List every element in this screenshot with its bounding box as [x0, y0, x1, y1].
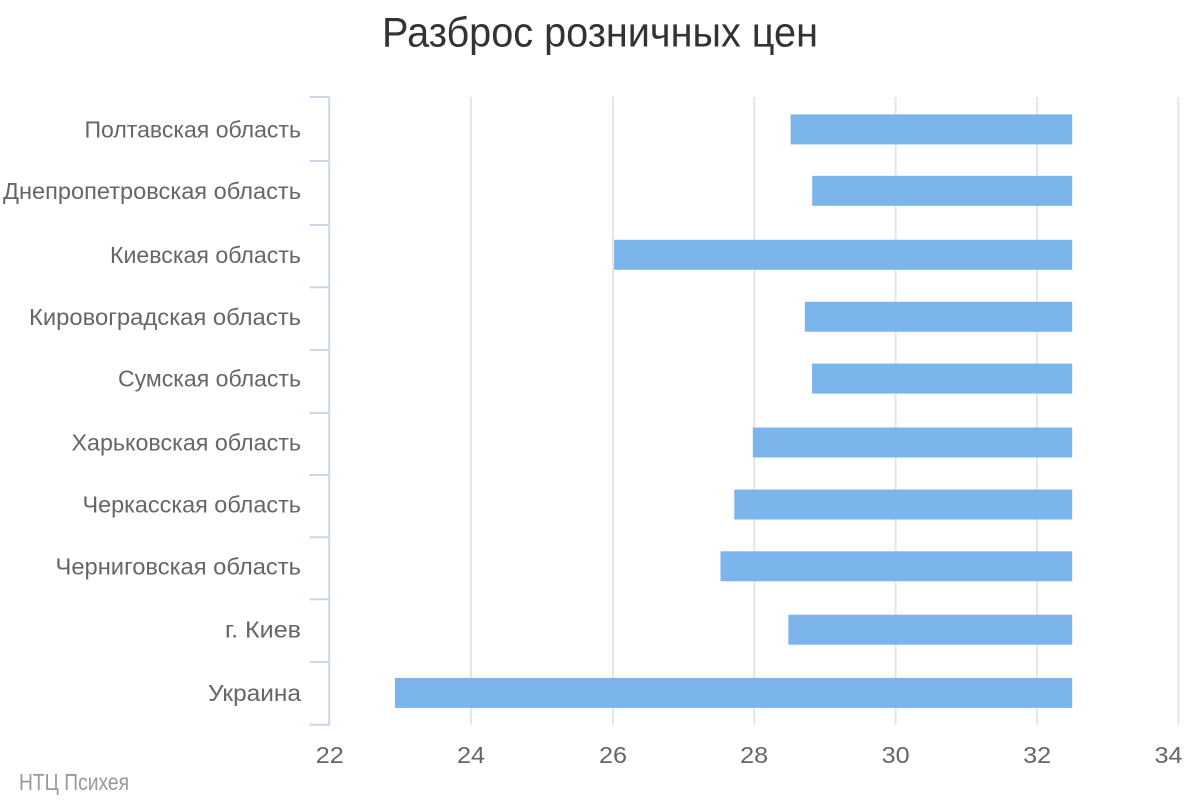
- svg-text:34: 34: [1155, 742, 1183, 768]
- svg-text:24: 24: [457, 742, 485, 768]
- svg-text:28: 28: [740, 742, 768, 768]
- svg-text:Харьковская область: Харьковская область: [72, 430, 302, 456]
- svg-text:Черкасская область: Черкасская область: [83, 492, 302, 518]
- svg-text:Черниговская область: Черниговская область: [56, 553, 302, 579]
- svg-text:Разброс розничных цен: Разброс розничных цен: [382, 9, 818, 56]
- svg-text:Киевская область: Киевская область: [110, 242, 301, 268]
- svg-text:26: 26: [599, 742, 627, 768]
- svg-text:Сумская область: Сумская область: [118, 366, 301, 392]
- svg-text:22: 22: [316, 742, 344, 768]
- svg-text:30: 30: [882, 742, 910, 768]
- svg-text:г. Киев: г. Киев: [225, 617, 301, 643]
- svg-text:Полтавская область: Полтавская область: [85, 116, 302, 142]
- svg-text:Кировоградская область: Кировоградская область: [29, 304, 301, 330]
- svg-text:НТЦ Психея: НТЦ Психея: [19, 769, 129, 795]
- svg-text:32: 32: [1023, 742, 1051, 768]
- svg-text:Днепропетровская область: Днепропетровская область: [3, 178, 301, 204]
- svg-text:Украина: Украина: [208, 680, 301, 706]
